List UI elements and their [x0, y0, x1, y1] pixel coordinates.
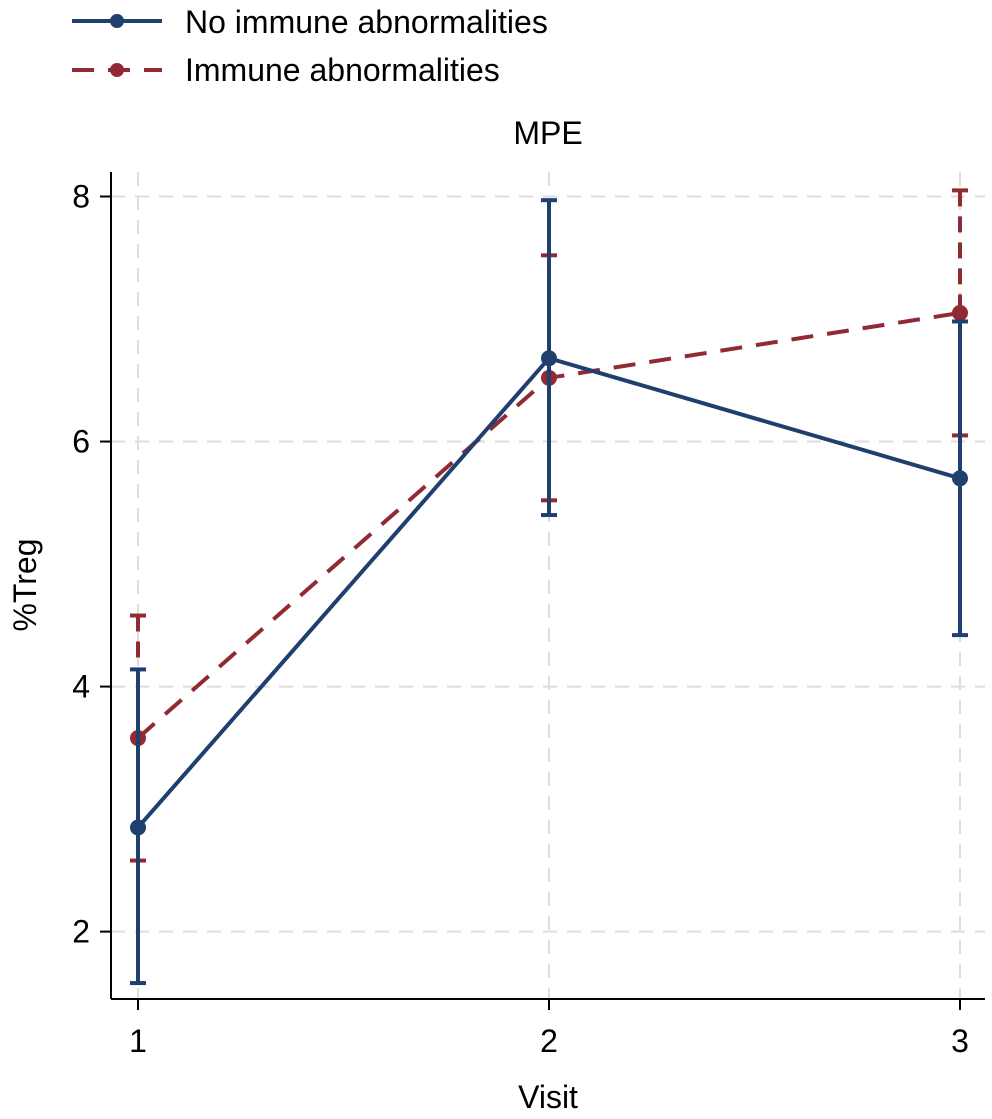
chart-title: MPE — [513, 115, 582, 151]
x-tick-label: 1 — [129, 1023, 147, 1059]
data-point — [541, 350, 557, 367]
legend-item-immune-abnormalities: Immune abnormalities — [72, 52, 500, 88]
y-tick-label: 4 — [72, 669, 90, 705]
x-axis-ticks: 1 2 3 — [129, 999, 969, 1059]
legend-marker-no-immune-abnormalities — [110, 14, 124, 28]
series-no-immune-abnormalities — [130, 198, 968, 986]
legend-label-no-immune-abnormalities: No immune abnormalities — [185, 4, 548, 40]
legend-marker-immune-abnormalities — [110, 63, 124, 77]
y-tick-label: 6 — [72, 424, 90, 460]
data-point — [952, 470, 968, 487]
plot-area — [130, 188, 968, 986]
legend-label-immune-abnormalities: Immune abnormalities — [185, 52, 500, 88]
data-point — [130, 819, 146, 836]
legend: No immune abnormalities Immune abnormali… — [72, 4, 548, 88]
y-axis-ticks: 2 4 6 8 — [72, 179, 111, 950]
y-axis-title: %Treg — [7, 538, 43, 631]
y-tick-label: 2 — [72, 914, 90, 950]
x-axis-title: Visit — [518, 1079, 578, 1115]
x-tick-label: 3 — [951, 1023, 969, 1059]
x-tick-label: 2 — [540, 1023, 558, 1059]
legend-item-no-immune-abnormalities: No immune abnormalities — [72, 4, 548, 40]
y-tick-label: 8 — [72, 179, 90, 215]
data-point — [952, 304, 968, 321]
